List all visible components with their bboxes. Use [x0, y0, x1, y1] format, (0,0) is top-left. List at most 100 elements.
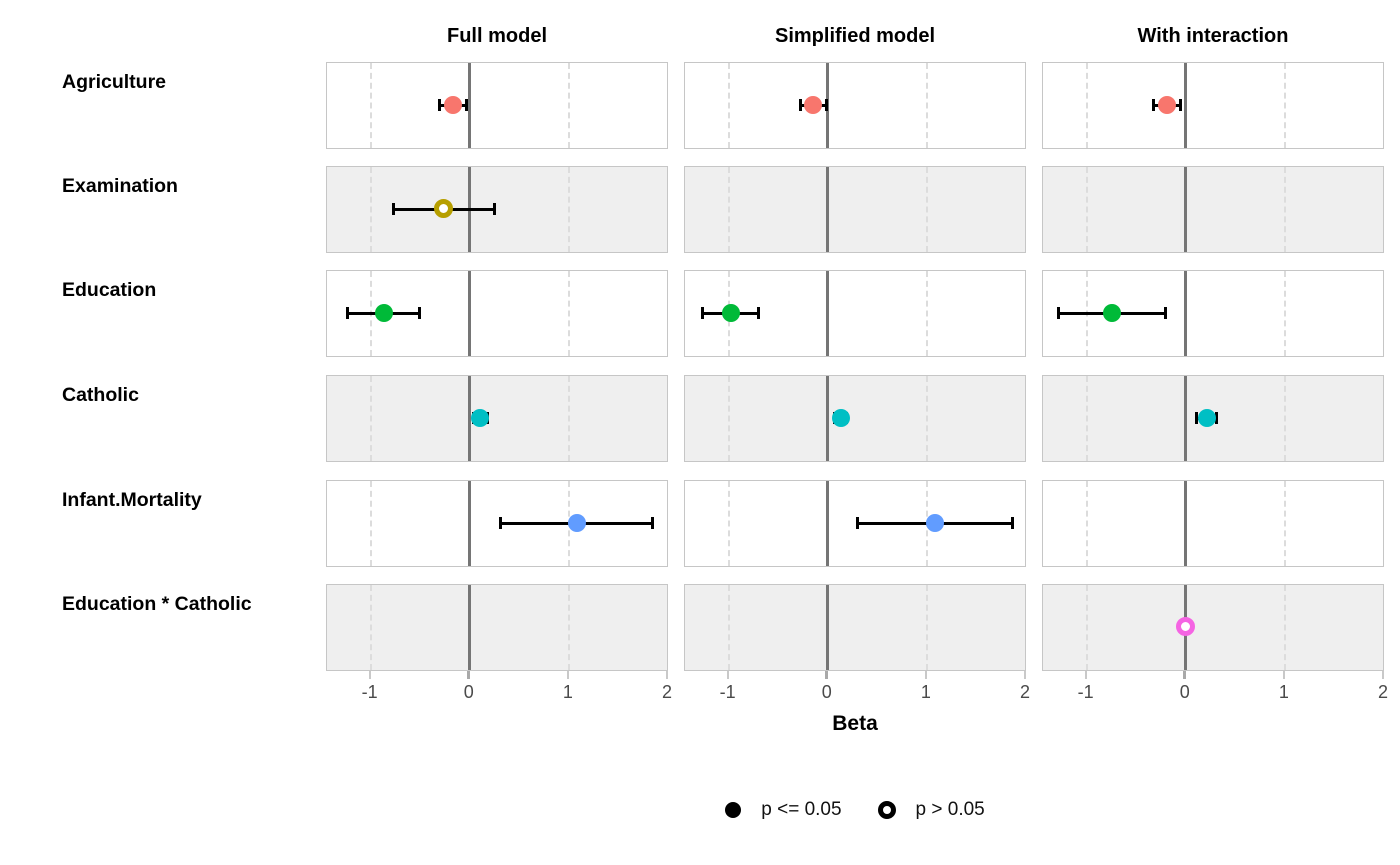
gridline-dashed: [925, 63, 928, 148]
gridline-dashed: [1283, 376, 1286, 461]
coef-point-catholic: [470, 409, 489, 427]
zero-line: [1184, 481, 1188, 566]
coef-point-infant-mortality: [567, 514, 586, 532]
facet-cell-infant-mortality-full-model: [326, 480, 668, 567]
gridline-dashed: [369, 63, 372, 148]
axis-tick-label: -1: [719, 682, 736, 702]
zero-line: [826, 481, 830, 566]
facet-cell-agriculture-simplified-model: [684, 62, 1026, 149]
gridline-dashed: [369, 585, 372, 670]
axis-tick-label: 1: [562, 682, 573, 702]
x-axis-title: Beta: [832, 712, 878, 735]
axis-tick-label: 0: [463, 682, 474, 702]
zero-line: [1184, 63, 1188, 148]
axis-tick-label: 0: [1179, 682, 1190, 702]
gridline-dashed: [369, 376, 372, 461]
gridline-dashed: [1085, 63, 1088, 148]
zero-line: [826, 585, 830, 670]
axis-tick-label: 1: [920, 682, 931, 702]
gridline-dashed: [1283, 481, 1286, 566]
facet-cell-infant-mortality-simplified-model: [684, 480, 1026, 567]
term-label-agriculture: Agriculture: [62, 71, 167, 93]
panel-title-full-model: Full model: [447, 25, 547, 47]
panel-title-with-interaction: With interaction: [1137, 25, 1289, 47]
gridline-dashed: [727, 376, 730, 461]
gridline-dashed: [1283, 63, 1286, 148]
legend-label-not-significant: p > 0.05: [915, 799, 985, 820]
gridline-dashed: [567, 63, 570, 148]
term-label-catholic: Catholic: [62, 384, 139, 406]
coef-point-education: [721, 304, 740, 322]
facet-cell-education-catholic-full-model: [326, 584, 668, 671]
coef-point-catholic: [1197, 409, 1216, 427]
legend-item-not-significant: p > 0.05: [877, 799, 985, 821]
gridline-dashed: [925, 271, 928, 356]
axis-tick: [666, 671, 668, 679]
gridline-dashed: [567, 585, 570, 670]
axis-tick-label: 0: [821, 682, 832, 702]
axis-tick: [726, 671, 729, 679]
axis-tick: [1024, 671, 1026, 679]
coef-point-agriculture: [803, 96, 822, 114]
axis-tick-label: 1: [1278, 682, 1289, 702]
axis-tick: [825, 671, 829, 679]
coef-point-catholic: [831, 409, 850, 427]
gridline-dashed: [1283, 271, 1286, 356]
gridline-dashed: [369, 481, 372, 566]
axis-tick-label: 2: [1377, 682, 1388, 702]
term-label-examination: Examination: [62, 175, 178, 197]
open-circle-icon: [877, 801, 896, 819]
term-label-education: Education: [62, 279, 157, 301]
filled-circle-icon: [725, 802, 742, 818]
coef-point-examination: [433, 199, 453, 218]
zero-line: [1184, 271, 1188, 356]
facet-cell-infant-mortality-with-interaction: [1042, 480, 1384, 567]
zero-line: [826, 63, 830, 148]
axis-tick: [1183, 671, 1187, 679]
facet-cell-education-catholic-with-interaction: [1042, 584, 1384, 671]
axis-tick-label: -1: [1077, 682, 1094, 702]
axis-tick: [1382, 671, 1384, 679]
significance-legend: p <= 0.05 p > 0.05: [326, 799, 1384, 821]
axis-tick: [566, 671, 569, 679]
gridline-dashed: [925, 167, 928, 252]
facet-cell-education-simplified-model: [684, 270, 1026, 357]
zero-line: [468, 376, 472, 461]
facet-cell-agriculture-with-interaction: [1042, 62, 1384, 149]
zero-line: [826, 376, 830, 461]
facet-cell-agriculture-full-model: [326, 62, 668, 149]
coef-point-agriculture: [1157, 96, 1176, 114]
axis-tick-label: 2: [1019, 682, 1030, 702]
gridline-dashed: [1283, 585, 1286, 670]
legend-item-significant: p <= 0.05: [725, 799, 842, 821]
zero-line: [468, 481, 472, 566]
gridline-dashed: [727, 481, 730, 566]
axis-tick: [467, 671, 471, 679]
zero-line: [1184, 167, 1188, 252]
coef-point-education: [1103, 304, 1122, 322]
axis-tick-label: 2: [661, 682, 672, 702]
gridline-dashed: [1085, 481, 1088, 566]
axis-tick: [1084, 671, 1087, 679]
gridline-dashed: [727, 63, 730, 148]
coef-point-education: [374, 304, 393, 322]
axis-tick-label: -1: [361, 682, 378, 702]
zero-line: [1184, 376, 1188, 461]
axis-tick: [924, 671, 927, 679]
facet-cell-catholic-simplified-model: [684, 375, 1026, 462]
gridline-dashed: [567, 271, 570, 356]
gridline-dashed: [925, 585, 928, 670]
coef-point-education-catholic: [1175, 617, 1195, 636]
legend-label-significant: p <= 0.05: [761, 799, 842, 820]
zero-line: [826, 167, 830, 252]
facet-cell-examination-full-model: [326, 166, 668, 253]
facet-cell-examination-with-interaction: [1042, 166, 1384, 253]
term-label-education-catholic: Education * Catholic: [62, 593, 252, 615]
facet-cell-catholic-full-model: [326, 375, 668, 462]
facet-cell-education-catholic-simplified-model: [684, 584, 1026, 671]
term-label-infant-mortality: Infant.Mortality: [62, 489, 202, 511]
facet-cell-catholic-with-interaction: [1042, 375, 1384, 462]
zero-line: [468, 63, 472, 148]
gridline-dashed: [727, 585, 730, 670]
